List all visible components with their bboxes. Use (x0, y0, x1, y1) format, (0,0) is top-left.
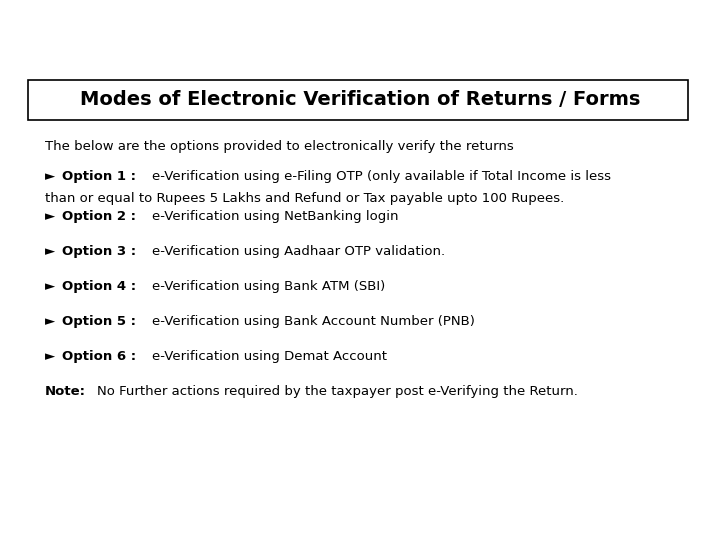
Text: Option 6 :: Option 6 : (62, 350, 136, 363)
Text: e-Verification using Aadhaar OTP validation.: e-Verification using Aadhaar OTP validat… (152, 245, 445, 258)
Text: Option 2 :: Option 2 : (62, 210, 136, 223)
Text: e-Verification using Bank Account Number (PNB): e-Verification using Bank Account Number… (152, 315, 475, 328)
Text: ►: ► (45, 210, 60, 223)
Text: Option 4 :: Option 4 : (62, 280, 136, 293)
Text: Option 3 :: Option 3 : (62, 245, 136, 258)
Text: ►: ► (45, 315, 60, 328)
Text: e-Verification using NetBanking login: e-Verification using NetBanking login (152, 210, 398, 223)
Text: than or equal to Rupees 5 Lakhs and Refund or Tax payable upto 100 Rupees.: than or equal to Rupees 5 Lakhs and Refu… (45, 192, 564, 205)
Text: Option 1 :: Option 1 : (62, 170, 136, 183)
Text: ►: ► (45, 245, 60, 258)
Text: Note:: Note: (45, 385, 86, 398)
Text: e-Verification using e-Filing OTP (only available if Total Income is less: e-Verification using e-Filing OTP (only … (152, 170, 611, 183)
Text: e-Verification using Demat Account: e-Verification using Demat Account (152, 350, 387, 363)
Text: The below are the options provided to electronically verify the returns: The below are the options provided to el… (45, 140, 514, 153)
Text: Option 5 :: Option 5 : (62, 315, 136, 328)
Text: ►: ► (45, 280, 60, 293)
Text: Modes of Electronic Verification of Returns / Forms: Modes of Electronic Verification of Retu… (80, 90, 640, 109)
Text: ►: ► (45, 170, 60, 183)
Text: No Further actions required by the taxpayer post e-Verifying the Return.: No Further actions required by the taxpa… (97, 385, 578, 398)
Text: e-Verification using Bank ATM (SBI): e-Verification using Bank ATM (SBI) (152, 280, 385, 293)
FancyBboxPatch shape (28, 80, 688, 120)
Text: ►: ► (45, 350, 60, 363)
